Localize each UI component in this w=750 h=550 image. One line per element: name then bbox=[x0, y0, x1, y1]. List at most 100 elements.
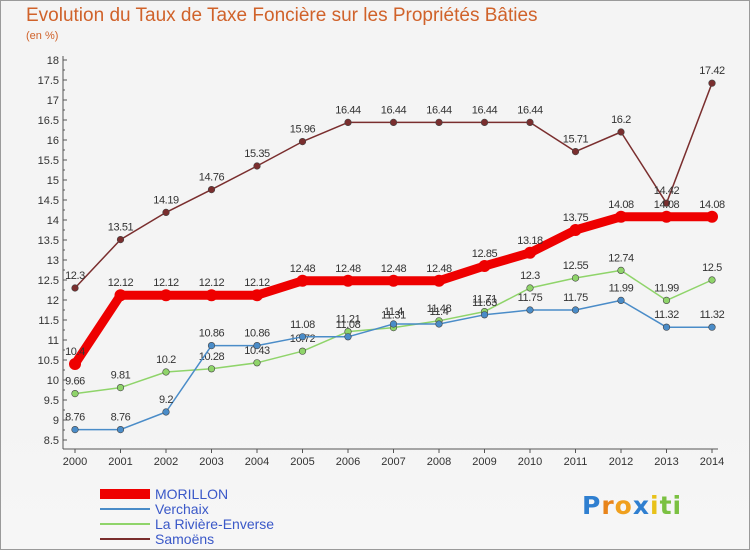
data-label-samoens: 17.42 bbox=[699, 65, 725, 77]
logo-letter: P bbox=[582, 491, 602, 520]
y-tick-label: 11 bbox=[48, 335, 59, 347]
data-label-verchaix: 11.32 bbox=[700, 309, 725, 321]
chart-title: Evolution du Taux de Taxe Foncière sur l… bbox=[26, 5, 538, 26]
data-point-verchaix bbox=[116, 426, 125, 434]
proxiti-logo: Proxiti bbox=[582, 491, 682, 520]
x-tick-label: 2004 bbox=[245, 456, 269, 468]
x-tick-label: 2008 bbox=[427, 456, 451, 468]
x-tick-label: 2006 bbox=[336, 456, 360, 468]
data-point-morillon bbox=[296, 274, 309, 287]
data-label-verchaix: 8.76 bbox=[111, 412, 131, 424]
data-label-verchaix: 11.63 bbox=[472, 297, 497, 309]
data-point-morillon bbox=[433, 274, 445, 287]
y-tick-label: 10 bbox=[47, 375, 59, 387]
data-point-la-riviere-enverse bbox=[526, 284, 534, 292]
y-tick-label: 9.5 bbox=[44, 395, 59, 407]
x-tick-label: 2013 bbox=[654, 456, 678, 468]
y-tick-label: 13 bbox=[47, 255, 59, 267]
data-point-morillon bbox=[342, 274, 354, 287]
data-label-verchaix: 11.08 bbox=[290, 319, 315, 331]
data-label-la-riviere-enverse: 12.5 bbox=[702, 262, 722, 274]
data-label-morillon: 13.18 bbox=[517, 235, 543, 247]
y-tick-label: 8.5 bbox=[44, 435, 59, 447]
legend-label-verchaix: Verchaix bbox=[155, 501, 209, 517]
data-label-verchaix: 11.75 bbox=[563, 292, 588, 304]
data-point-morillon bbox=[205, 289, 218, 302]
logo-letter: o bbox=[614, 491, 633, 520]
data-point-verchaix bbox=[571, 306, 580, 314]
data-label-samoens: 15.71 bbox=[563, 134, 589, 146]
legend-item-morillon: MORILLON bbox=[100, 486, 400, 502]
data-point-samoens bbox=[389, 118, 398, 126]
data-label-la-riviere-enverse: 11.99 bbox=[654, 282, 679, 294]
x-tick-label: 2002 bbox=[154, 456, 178, 468]
y-tick-label: 16 bbox=[47, 135, 59, 147]
legend-label-la-riviere-enverse: La Rivière-Enverse bbox=[155, 516, 275, 532]
data-label-samoens: 16.44 bbox=[335, 104, 361, 116]
legend-swatch-samoens bbox=[100, 538, 150, 540]
data-label-la-riviere-enverse: 11.48 bbox=[427, 303, 452, 315]
data-point-samoens bbox=[708, 79, 716, 87]
y-axis-unit: (en %) bbox=[26, 30, 59, 42]
data-label-morillon: 14.08 bbox=[699, 199, 725, 211]
data-point-verchaix bbox=[662, 323, 671, 331]
data-point-morillon bbox=[251, 289, 263, 302]
data-label-morillon: 12.12 bbox=[153, 277, 179, 289]
y-tick-label: 17 bbox=[47, 95, 59, 107]
legend-label-samoens: Samoëns bbox=[155, 531, 215, 547]
y-tick-label: 14.5 bbox=[38, 195, 59, 207]
data-label-morillon: 10.4 bbox=[65, 346, 85, 358]
data-label-la-riviere-enverse: 9.66 bbox=[65, 376, 85, 388]
data-label-samoens: 12.3 bbox=[65, 270, 85, 282]
data-label-la-riviere-enverse: 9.81 bbox=[111, 370, 131, 382]
data-label-la-riviere-enverse: 12.55 bbox=[563, 260, 589, 272]
data-label-la-riviere-enverse: 10.2 bbox=[156, 354, 176, 366]
data-label-morillon: 12.48 bbox=[381, 263, 407, 275]
data-point-samoens bbox=[617, 128, 625, 136]
data-label-verchaix: 11.75 bbox=[518, 292, 543, 304]
legend-item-verchaix: Verchaix bbox=[100, 501, 400, 517]
logo-letter: x bbox=[632, 491, 650, 520]
data-point-samoens bbox=[662, 199, 671, 207]
data-point-verchaix bbox=[480, 311, 489, 319]
data-point-samoens bbox=[207, 186, 216, 194]
y-tick-label: 14 bbox=[47, 215, 59, 227]
data-point-samoens bbox=[344, 118, 352, 126]
y-tick-label: 13.5 bbox=[38, 235, 59, 247]
data-point-morillon bbox=[478, 260, 491, 272]
data-label-morillon: 12.48 bbox=[335, 263, 361, 275]
data-point-la-riviere-enverse bbox=[116, 384, 125, 392]
data-point-verchaix bbox=[207, 342, 216, 350]
data-point-la-riviere-enverse bbox=[162, 368, 170, 376]
data-label-samoens: 16.44 bbox=[426, 104, 452, 116]
logo-letter: i bbox=[650, 491, 660, 520]
x-tick-label: 2001 bbox=[108, 456, 132, 468]
data-label-samoens: 16.44 bbox=[517, 104, 543, 116]
data-point-la-riviere-enverse bbox=[571, 274, 580, 282]
data-point-la-riviere-enverse bbox=[662, 296, 671, 305]
data-label-la-riviere-enverse: 12.74 bbox=[608, 252, 634, 264]
data-label-la-riviere-enverse: 11.31 bbox=[381, 310, 406, 322]
data-point-morillon bbox=[69, 358, 81, 370]
data-point-la-riviere-enverse bbox=[71, 390, 79, 398]
data-point-samoens bbox=[526, 118, 534, 126]
data-label-verchaix: 11.4 bbox=[384, 306, 403, 318]
data-point-verchaix bbox=[344, 333, 352, 341]
data-label-samoens: 15.96 bbox=[290, 124, 316, 136]
data-label-la-riviere-enverse: 12.3 bbox=[520, 270, 540, 282]
data-label-samoens: 16.2 bbox=[611, 114, 631, 126]
y-tick-label: 9 bbox=[53, 415, 59, 427]
data-point-verchaix bbox=[71, 426, 79, 434]
data-label-verchaix: 11.4 bbox=[430, 306, 449, 318]
y-tick-label: 15.5 bbox=[38, 155, 59, 167]
data-point-verchaix bbox=[389, 320, 398, 328]
data-label-morillon: 12.12 bbox=[199, 277, 225, 289]
y-tick-label: 18 bbox=[47, 55, 59, 67]
legend-label-morillon: MORILLON bbox=[155, 486, 229, 502]
data-label-morillon: 12.85 bbox=[472, 248, 498, 260]
data-label-samoens: 16.44 bbox=[381, 104, 407, 116]
data-label-morillon: 12.12 bbox=[244, 277, 270, 289]
data-point-morillon bbox=[706, 210, 718, 223]
